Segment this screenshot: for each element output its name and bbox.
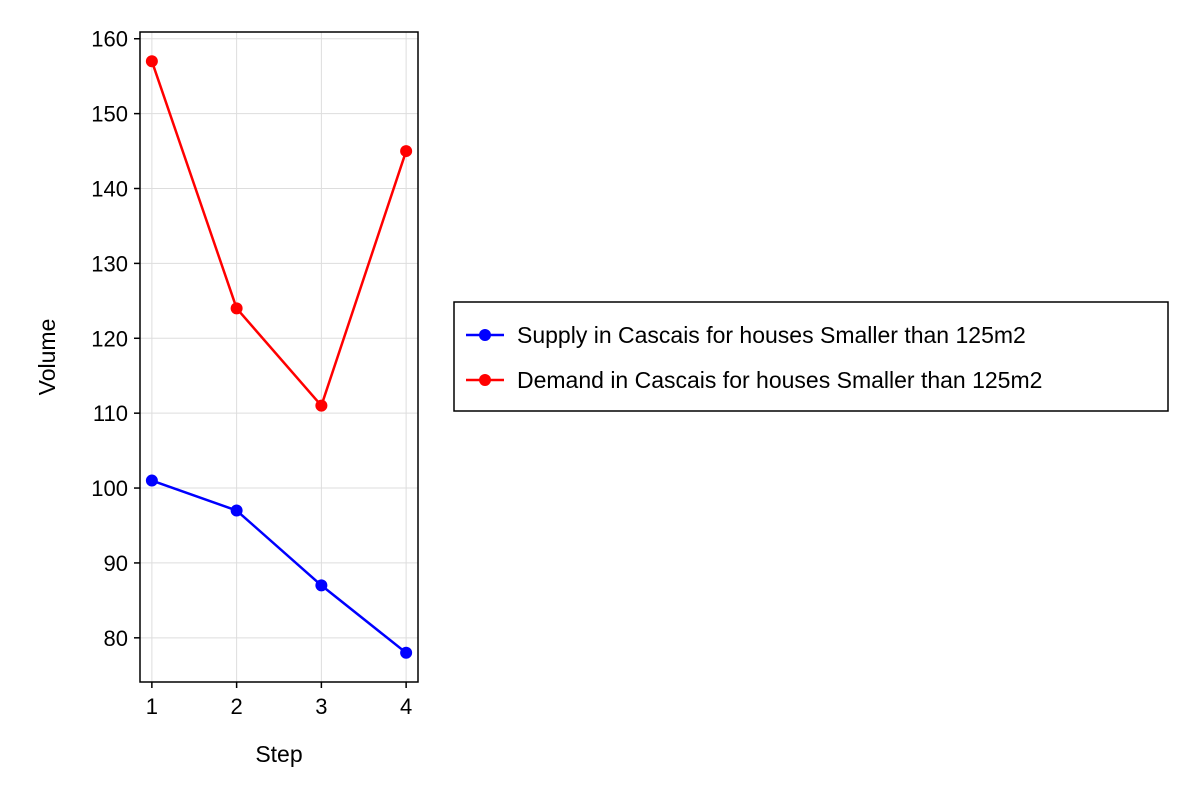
y-tick-label: 110 xyxy=(93,401,128,426)
y-tick-label: 80 xyxy=(104,626,128,651)
data-point xyxy=(230,504,243,517)
data-point xyxy=(145,55,158,68)
series-line xyxy=(150,60,408,407)
data-point xyxy=(315,579,328,592)
x-tick-label: 3 xyxy=(315,694,327,719)
y-axis-title: Volume xyxy=(34,319,60,396)
x-axis-ticks: 1 2 3 4 xyxy=(146,682,412,719)
legend-item: Demand in Cascais for houses Smaller tha… xyxy=(466,367,1042,393)
legend-marker xyxy=(479,374,491,386)
y-tick-label: 150 xyxy=(91,102,128,127)
y-tick-label: 100 xyxy=(91,476,128,501)
grid xyxy=(140,32,418,682)
y-tick-label: 160 xyxy=(91,27,128,52)
data-point xyxy=(400,646,413,659)
data-point xyxy=(145,474,158,487)
legend-label: Supply in Cascais for houses Smaller tha… xyxy=(517,322,1026,348)
y-tick-label: 140 xyxy=(91,177,128,202)
legend-box xyxy=(453,301,1169,412)
y-axis-ticks: 80 90 100 110 120 130 140 150 160 xyxy=(91,27,140,651)
x-tick-label: 4 xyxy=(400,694,412,719)
y-tick-label: 90 xyxy=(104,551,128,576)
legend-item: Supply in Cascais for houses Smaller tha… xyxy=(466,322,1026,348)
legend: Supply in Cascais for houses Smaller tha… xyxy=(453,301,1169,412)
plot-area-frame xyxy=(139,31,419,683)
x-axis-title: Step xyxy=(255,741,302,767)
data-point xyxy=(400,145,413,158)
series-layer xyxy=(145,55,413,659)
x-tick-label: 2 xyxy=(230,694,242,719)
series-line xyxy=(151,479,407,654)
legend-marker xyxy=(479,329,491,341)
series-0 xyxy=(145,474,413,659)
legend-label: Demand in Cascais for houses Smaller tha… xyxy=(517,367,1042,393)
data-point xyxy=(230,302,243,315)
x-tick-label: 1 xyxy=(146,694,158,719)
y-tick-label: 120 xyxy=(91,326,128,351)
series-1 xyxy=(145,55,413,412)
y-tick-label: 130 xyxy=(91,251,128,276)
data-point xyxy=(315,399,328,412)
